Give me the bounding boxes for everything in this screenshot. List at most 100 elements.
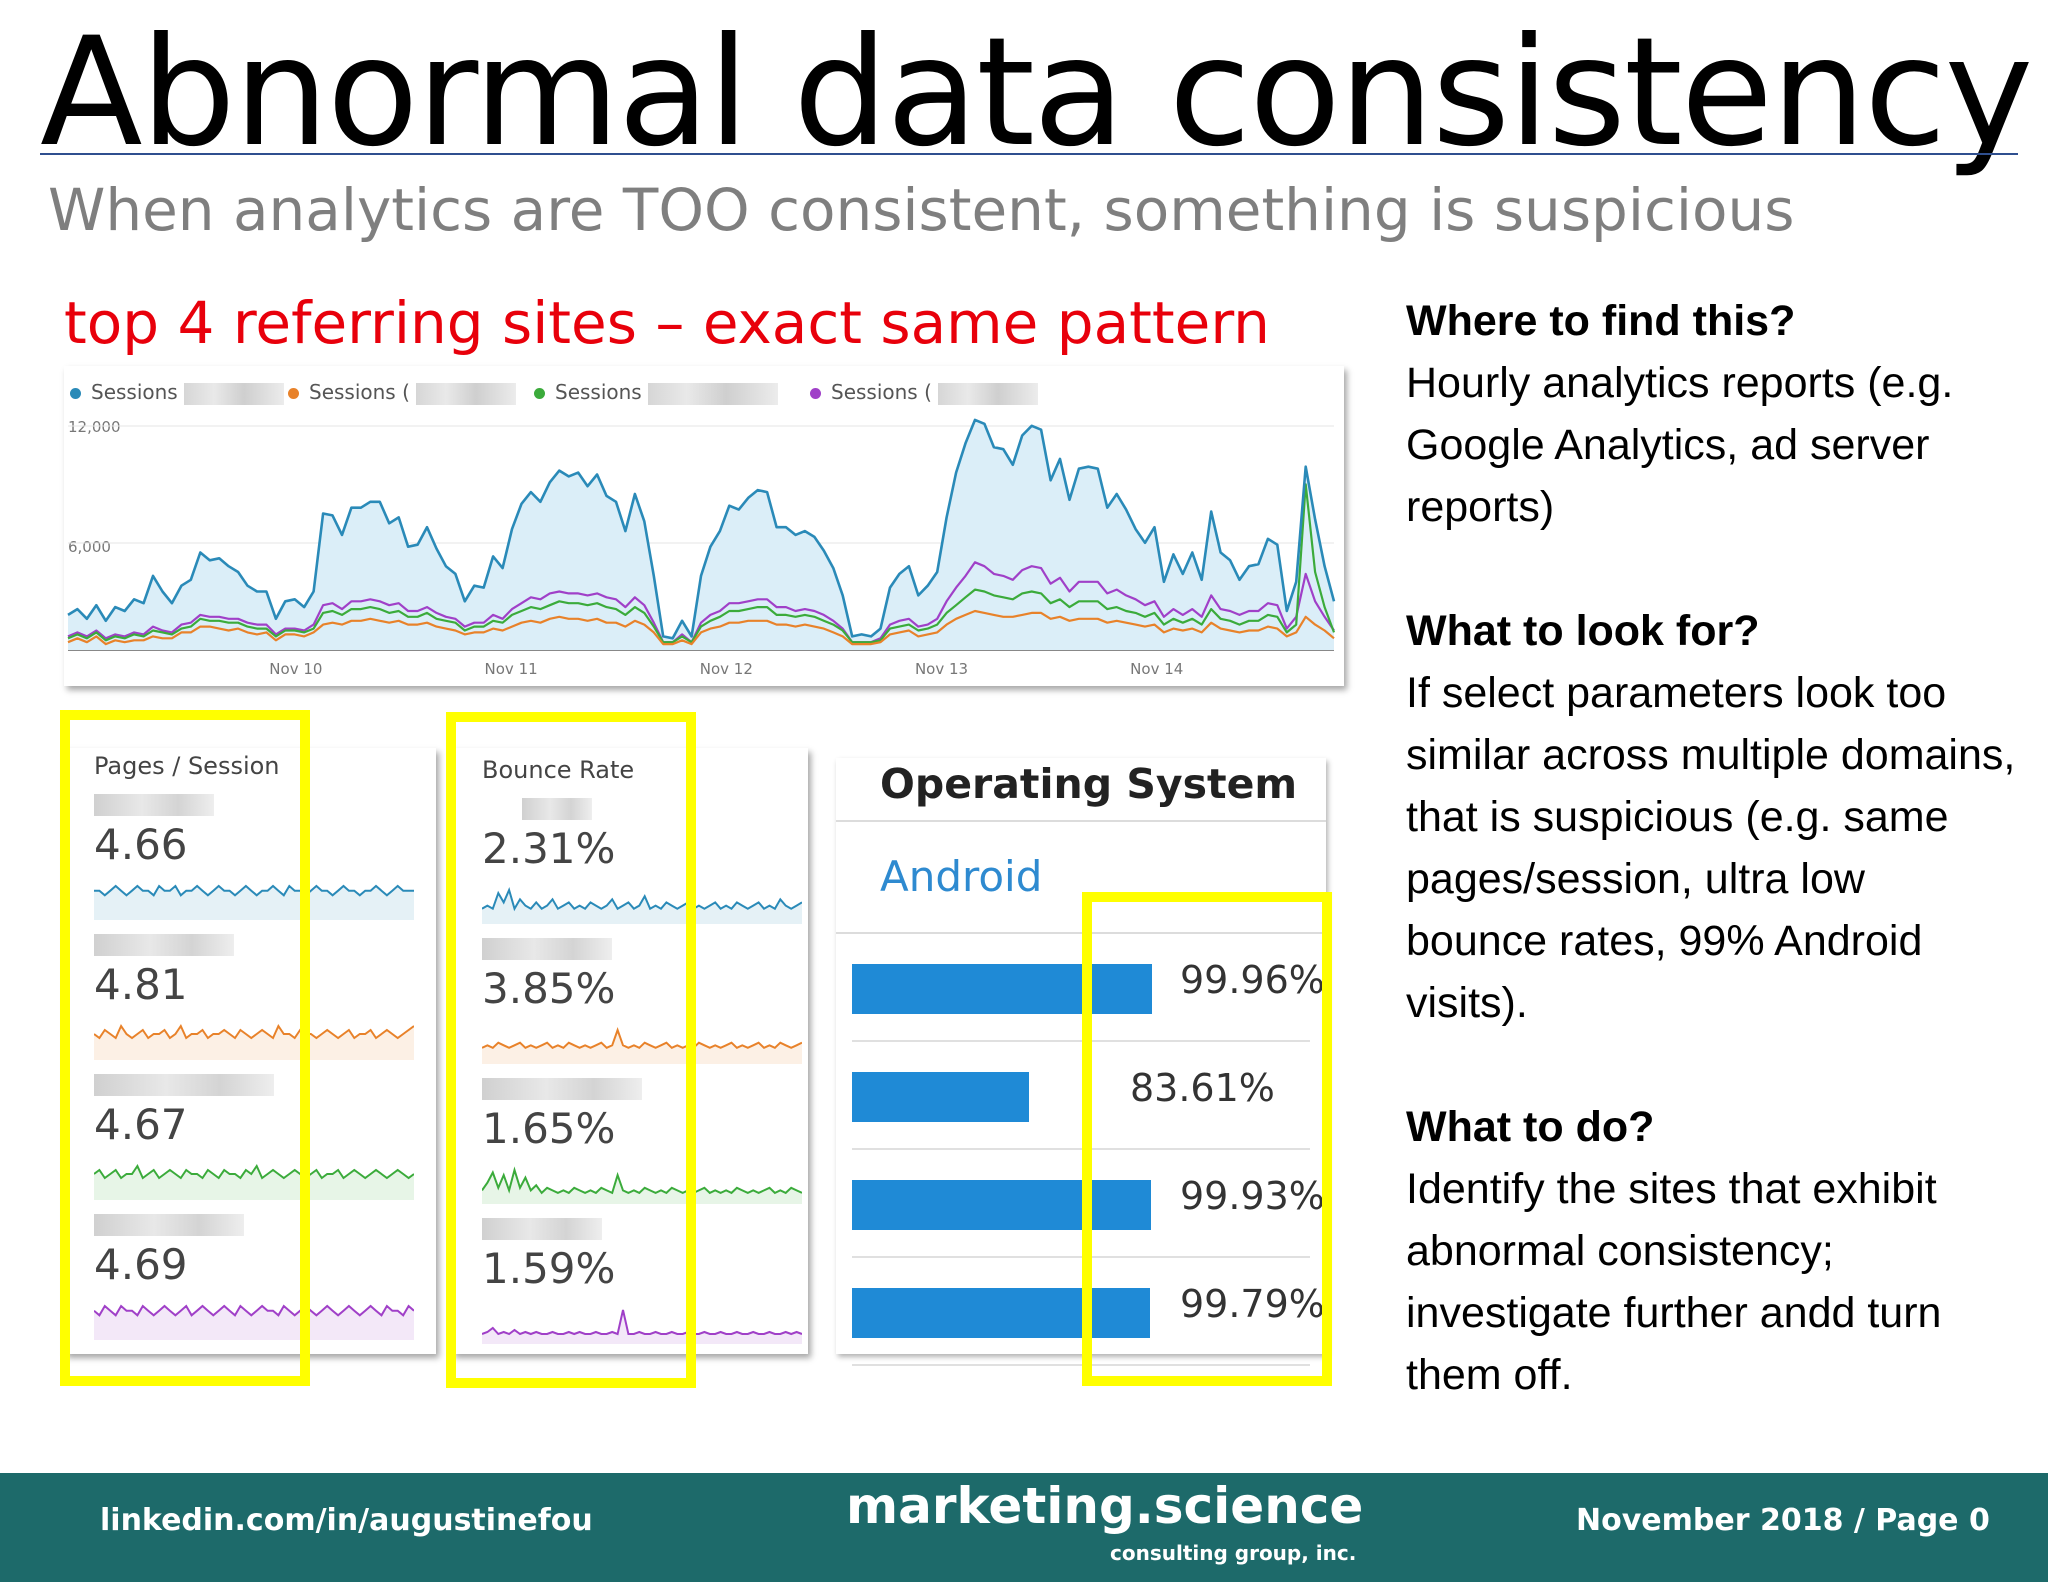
sparkline-line: [94, 1304, 414, 1317]
redacted-blur: [94, 1074, 274, 1096]
question-where: Where to find this?: [1406, 297, 1796, 345]
operating-system-title: Operating System: [880, 760, 1298, 808]
series-line-3: [67, 483, 1336, 644]
operating-system-panel: Operating System Android 99.96% 83.61% 9…: [836, 758, 1326, 1366]
redacted-blur: [94, 934, 234, 956]
title-underline: [40, 153, 2018, 155]
answer-what-do: Identify the sites that exhibit abnormal…: [1406, 1165, 1942, 1399]
sparkline-fill: [482, 890, 802, 924]
sparkline-line: [94, 884, 414, 897]
os-row: 99.79%: [852, 1258, 1325, 1366]
answer-what-look: If select parameters look too similar ac…: [1406, 669, 2016, 1027]
metric-value: 1.65%: [482, 1104, 616, 1153]
metric-value: 1.59%: [482, 1244, 616, 1293]
x-tick-label: Nov 13: [914, 660, 969, 678]
metric-block: 4.81: [94, 934, 414, 1074]
metric-value: 4.66: [94, 820, 188, 869]
sparkline: [94, 1163, 414, 1200]
metric-value: 2.31%: [482, 824, 616, 873]
sparkline: [482, 1166, 802, 1204]
question-what-do: What to do?: [1406, 1103, 1655, 1151]
os-row: 83.61%: [852, 1042, 1310, 1150]
question-what-look: What to look for?: [1406, 607, 1760, 655]
os-percentage: 99.93%: [1180, 1174, 1325, 1218]
sparkline-line: [482, 1166, 802, 1195]
metric-value: 4.81: [94, 960, 188, 1009]
os-bar: [852, 1180, 1151, 1230]
sparkline: [94, 1023, 414, 1060]
x-tick-label: Nov 10: [269, 660, 323, 678]
footer-brand-logo: marketing.science: [846, 1477, 1364, 1535]
os-percentage: 99.96%: [1180, 958, 1325, 1002]
x-tick-label: Nov 11: [484, 660, 538, 678]
redacted-blur: [415, 382, 516, 405]
legend-dot-icon: [534, 388, 545, 399]
spacer: [1406, 1034, 2016, 1096]
metric-block: 1.65%: [482, 1078, 802, 1218]
metric-block: 4.67: [94, 1074, 414, 1214]
legend-dot-icon: [288, 388, 299, 399]
sparkline-line: [482, 887, 802, 912]
legend-label: Sessions: [555, 380, 642, 404]
footer-linkedin-link[interactable]: linkedin.com/in/augustinefou: [100, 1503, 593, 1538]
redacted-blur: [183, 382, 284, 405]
legend-item-4: Sessions (: [810, 380, 1038, 405]
legend-dot-icon: [70, 388, 81, 399]
metric-value: 3.85%: [482, 964, 616, 1013]
highlight-box-os: [1082, 892, 1332, 1386]
metric-block: 4.69: [94, 1214, 414, 1354]
bounce-rate-title: Bounce Rate: [482, 756, 635, 784]
metric-block: 1.59%: [482, 1218, 802, 1358]
divider: [836, 820, 1326, 822]
sparkline-fill: [94, 1166, 414, 1200]
os-bar: [852, 1072, 1029, 1122]
metric-block: 2.31%: [482, 798, 802, 938]
x-tick-label: Nov 12: [699, 660, 753, 678]
redacted-blur: [522, 798, 592, 820]
sparkline-line: [482, 1026, 802, 1049]
sparkline-line: [482, 1309, 802, 1336]
divider: [836, 932, 1326, 934]
metric-block: 3.85%: [482, 938, 802, 1078]
redacted-blur: [94, 1214, 244, 1236]
sparkline-fill: [482, 1170, 802, 1204]
os-bar: [852, 1288, 1150, 1338]
sessions-chart-panel: Sessions Sessions ( Sessions Sessions ( …: [64, 366, 1344, 686]
legend-label: Sessions: [91, 380, 178, 404]
redacted-blur: [937, 382, 1038, 405]
series-line-1: [67, 418, 1336, 640]
pages-per-session-title: Pages / Session: [94, 752, 280, 780]
redacted-blur: [94, 794, 214, 816]
sparkline: [482, 1309, 802, 1344]
os-bar: [852, 964, 1152, 1014]
legend-label: Sessions (: [831, 380, 932, 404]
sessions-area-chart: [67, 418, 1336, 651]
sparkline-fill: [94, 1026, 414, 1060]
side-panel: Where to find this? Hourly analytics rep…: [1406, 290, 2016, 1406]
slide-subtitle: When analytics are TOO consistent, somet…: [48, 176, 1795, 244]
spacer: [1406, 538, 2016, 600]
series-line-2: [67, 609, 1335, 646]
footer-brand-tagline: consulting group, inc.: [1110, 1541, 1357, 1565]
os-percentage: 99.79%: [1180, 1282, 1325, 1326]
redacted-blur: [482, 938, 612, 960]
chart-heading: top 4 referring sites – exact same patte…: [64, 289, 1270, 357]
os-percentage: 83.61%: [1130, 1066, 1275, 1110]
sparkline: [94, 884, 414, 920]
series-line-4: [67, 561, 1335, 644]
metric-value: 4.67: [94, 1100, 188, 1149]
chart-legend: Sessions Sessions ( Sessions Sessions (: [64, 380, 1344, 410]
footer-bar: linkedin.com/in/augustinefou marketing.s…: [0, 1473, 2048, 1582]
footer-date-page: November 2018 / Page 0: [1576, 1503, 1990, 1538]
slide-title: Abnormal data consistency: [40, 6, 2033, 180]
android-label: Android: [880, 852, 1043, 901]
bounce-rate-panel: Bounce Rate 2.31% 3.85% 1.65% 1.59%: [452, 748, 808, 1354]
redacted-blur: [482, 1078, 642, 1100]
x-tick-label: Nov 14: [1130, 660, 1184, 678]
pages-per-session-panel: Pages / Session 4.66 4.81 4.67 4.69: [64, 748, 436, 1354]
legend-dot-icon: [810, 388, 821, 399]
sparkline: [94, 1304, 414, 1340]
sessions-area-fill: [68, 419, 1334, 650]
y-tick-label: 12,000: [68, 418, 121, 436]
highlight-box-bounce: [446, 712, 696, 1388]
